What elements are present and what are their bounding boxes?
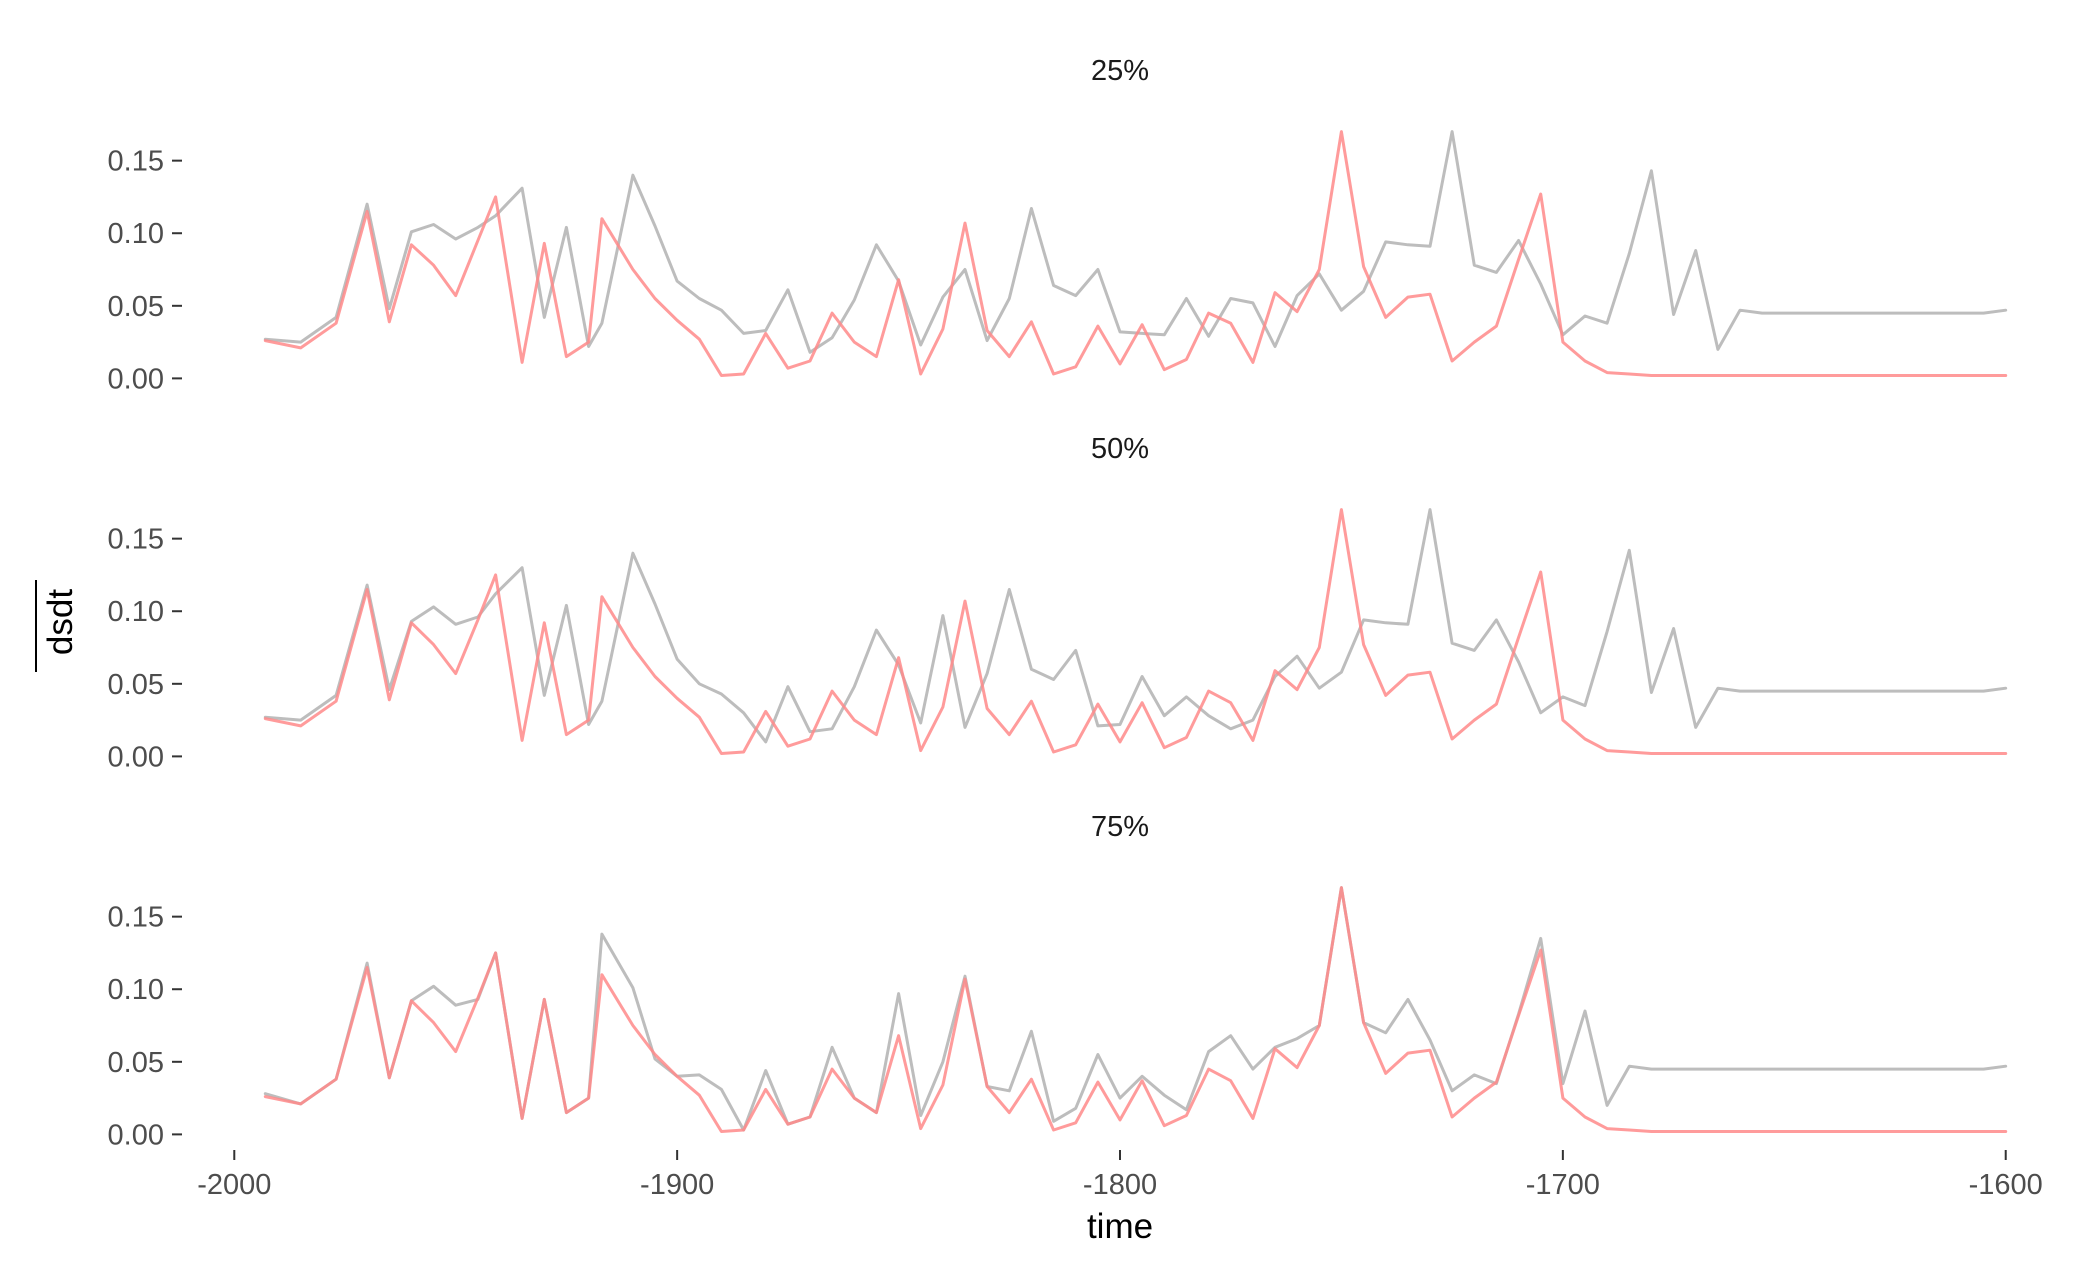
y-axis-title: dsdt [41,589,80,655]
y-tick-label: 0.15 [108,902,164,934]
y-tick-label: 0.05 [108,669,164,701]
series-line-gray [263,130,2008,354]
x-axis-title: time [1087,1207,1153,1246]
y-tick-label: 0.15 [108,524,164,556]
y-axis-title-group: dsdt [35,580,80,672]
series-line-red [263,130,2008,377]
x-axis: -2000 -1900 -1800 -1700 -1600 [197,1150,2043,1201]
y-tick-label: 0.10 [108,974,164,1006]
facet-title: 75% [1091,811,1149,843]
facet-title: 25% [1091,55,1149,87]
x-tick-label: -1600 [1969,1169,2043,1201]
facet-panel-3: 75% 0.00 0.05 0.10 0.15 [108,811,2008,1151]
y-tick-label: 0.15 [108,146,164,178]
facet-panel-2: 50% 0.00 0.05 0.10 0.15 [108,433,2008,773]
x-tick-label: -1700 [1526,1169,1600,1201]
facet-panels: 25%0.000.050.100.1550%0.000.050.100.1575… [108,55,2008,1151]
facet-title: 50% [1091,433,1149,465]
x-tick-label: -1900 [640,1169,714,1201]
facet-panel-1: 25% 0.00 0.05 0.10 0.15 [108,55,2008,395]
y-tick-label: 0.05 [108,1047,164,1079]
y-tick-label: 0.00 [108,363,164,395]
y-tick-label: 0.10 [108,596,164,628]
x-tick-label: -1800 [1083,1169,1157,1201]
series-line-red [263,886,2008,1133]
y-tick-label: 0.10 [108,218,164,250]
x-tick-label: -2000 [197,1169,271,1201]
series-line-red [263,508,2008,755]
series-line-gray [263,508,2008,744]
y-tick-label: 0.00 [108,1119,164,1151]
y-tick-label: 0.05 [108,291,164,323]
y-tick-label: 0.00 [108,741,164,773]
